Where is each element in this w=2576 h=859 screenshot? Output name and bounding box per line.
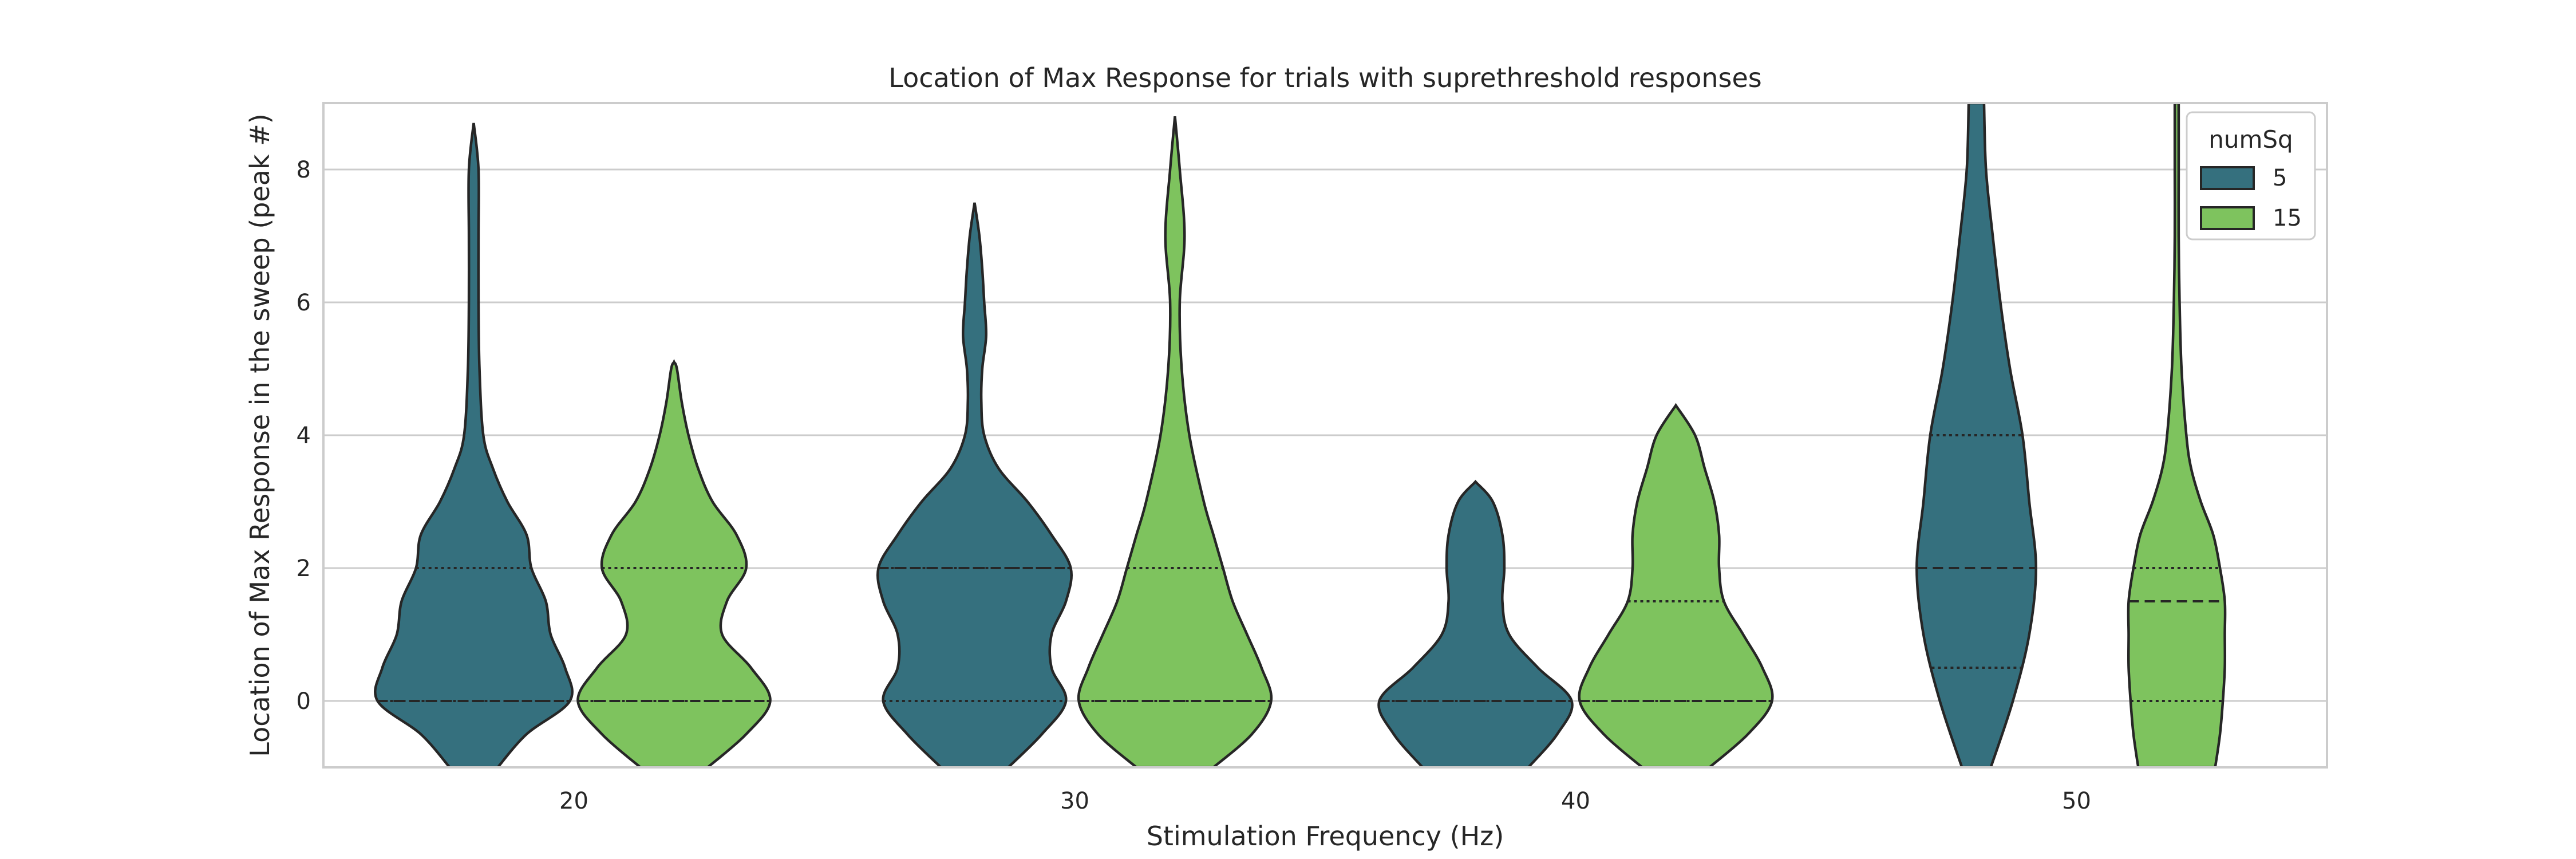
x-tick-label: 50: [2062, 788, 2091, 814]
violin-marks: [374, 103, 2227, 767]
y-tick-labels: 0 2 4 6 8: [297, 157, 311, 715]
violin-15-40: [1578, 403, 1774, 767]
legend-items: 5 15: [2200, 165, 2302, 231]
x-axis-label: Stimulation Frequency (Hz): [1147, 821, 1504, 852]
x-tick-label: 20: [559, 788, 588, 814]
y-tick-label: 6: [297, 290, 311, 316]
legend-label-5: 5: [2273, 165, 2287, 191]
y-tick-label: 4: [297, 423, 311, 449]
violin-15-30: [1077, 116, 1273, 767]
x-tick-labels: 20 30 40 50: [559, 788, 2091, 814]
y-tick-label: 8: [297, 157, 311, 183]
legend-swatch-15: [2200, 206, 2255, 230]
legend-label-15: 15: [2273, 205, 2302, 231]
y-tick-label: 2: [297, 555, 311, 582]
legend-swatch-5: [2200, 166, 2255, 190]
legend-title: numSq: [2208, 125, 2293, 153]
violin-5-30: [876, 202, 1073, 767]
violin-group: [374, 103, 2227, 767]
violin-15-20: [576, 358, 772, 767]
y-axis-label: Location of Max Response in the sweep (p…: [244, 113, 275, 756]
y-tick-label: 0: [297, 688, 311, 715]
x-tick-label: 30: [1060, 788, 1089, 814]
violin-5-20: [374, 123, 574, 767]
plot-frame: [322, 102, 2328, 769]
x-tick-label: 40: [1561, 788, 1590, 814]
legend: numSq 5 15: [2186, 111, 2316, 241]
violin-5-40: [1377, 479, 1574, 767]
chart-title: Location of Max Response for trials with…: [888, 62, 1761, 93]
